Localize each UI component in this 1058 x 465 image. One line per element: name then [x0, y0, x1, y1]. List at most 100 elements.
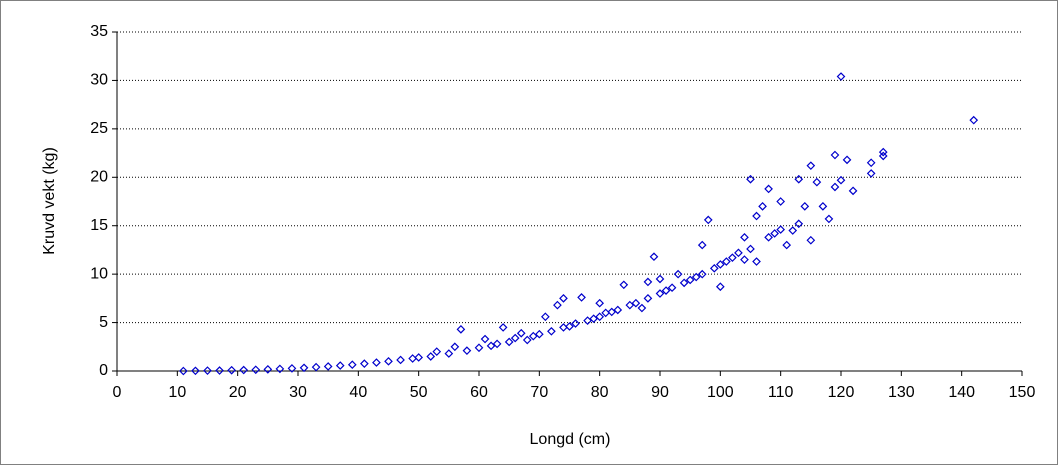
data-point — [722, 257, 731, 266]
data-point — [643, 277, 653, 287]
data-point — [571, 319, 580, 328]
data-point — [800, 201, 810, 211]
x-tick-label: 110 — [768, 384, 794, 401]
data-point — [878, 151, 888, 161]
data-point — [492, 339, 502, 349]
data-point — [510, 333, 520, 343]
y-tick-label: 5 — [99, 314, 108, 331]
x-tick-label: 120 — [828, 384, 855, 401]
data-point — [360, 359, 369, 368]
data-point — [746, 244, 755, 254]
data-point — [830, 150, 840, 160]
data-point — [215, 366, 224, 375]
data-point — [776, 197, 786, 206]
data-point — [287, 364, 297, 373]
data-point — [311, 362, 321, 372]
data-point — [734, 248, 743, 258]
data-point — [432, 347, 442, 356]
data-point — [740, 232, 749, 242]
x-tick-label: 0 — [113, 384, 122, 401]
data-point — [758, 201, 767, 211]
data-point — [607, 307, 617, 317]
data-point — [619, 280, 629, 290]
data-point — [384, 356, 393, 366]
data-point — [462, 346, 472, 356]
data-point — [770, 229, 779, 238]
data-point — [667, 283, 677, 293]
data-point — [595, 298, 605, 308]
data-point — [848, 186, 858, 196]
data-point — [547, 326, 556, 336]
data-point — [275, 364, 285, 374]
data-point — [534, 329, 544, 339]
data-point — [625, 300, 635, 310]
y-tick-label: 15 — [90, 217, 108, 234]
data-point — [697, 269, 707, 279]
data-point — [655, 274, 665, 284]
data-point — [697, 240, 707, 250]
data-point — [746, 174, 755, 184]
data-point — [842, 155, 852, 165]
data-point — [263, 365, 273, 374]
data-point — [414, 353, 424, 362]
data-point — [866, 169, 876, 178]
data-point — [836, 175, 846, 185]
data-point — [673, 269, 683, 279]
data-point — [691, 272, 701, 282]
data-point — [740, 255, 749, 264]
data-point — [836, 72, 846, 81]
x-tick-label: 150 — [1009, 384, 1036, 401]
data-point — [522, 335, 532, 345]
data-point — [239, 365, 249, 375]
data-point — [679, 278, 689, 288]
data-point — [553, 300, 562, 310]
y-tick-label: 20 — [90, 169, 108, 186]
x-tick-label: 50 — [410, 384, 428, 401]
data-point — [703, 215, 713, 225]
x-axis-label: Longd (cm) — [530, 431, 611, 448]
x-tick-label: 80 — [591, 384, 609, 401]
data-point — [715, 260, 725, 269]
x-tick-label: 130 — [888, 384, 915, 401]
data-point — [595, 312, 605, 322]
data-point — [323, 362, 333, 371]
x-tick-label: 40 — [349, 384, 367, 401]
data-point — [794, 174, 804, 184]
data-point — [335, 361, 345, 370]
data-point — [589, 314, 598, 324]
data-point — [474, 343, 484, 353]
y-tick-label: 35 — [90, 23, 108, 40]
data-point — [776, 225, 786, 234]
data-point — [818, 201, 828, 211]
data-point — [866, 158, 876, 168]
data-point — [203, 366, 212, 375]
data-point — [631, 298, 641, 308]
x-tick-label: 30 — [289, 384, 307, 401]
data-point — [649, 252, 659, 262]
x-tick-label: 90 — [651, 384, 669, 401]
data-point — [613, 305, 623, 315]
data-point — [764, 232, 773, 242]
data-point — [486, 341, 496, 351]
data-point — [559, 294, 568, 303]
data-point — [661, 286, 671, 295]
data-point — [824, 214, 834, 224]
data-point — [685, 275, 695, 285]
data-point — [830, 182, 840, 192]
data-point — [643, 294, 653, 303]
data-point — [782, 240, 792, 250]
data-point — [577, 293, 586, 302]
data-point — [583, 316, 592, 325]
data-point — [764, 184, 773, 194]
y-tick-label: 25 — [90, 120, 108, 137]
y-axis-label: Kruvd vekt (kg) — [41, 147, 58, 255]
x-tick-label: 60 — [470, 384, 488, 401]
data-point — [709, 263, 719, 273]
data-point — [637, 303, 647, 313]
data-point — [227, 365, 236, 375]
data-point — [752, 257, 761, 266]
data-point — [715, 282, 725, 292]
data-point — [347, 360, 357, 370]
